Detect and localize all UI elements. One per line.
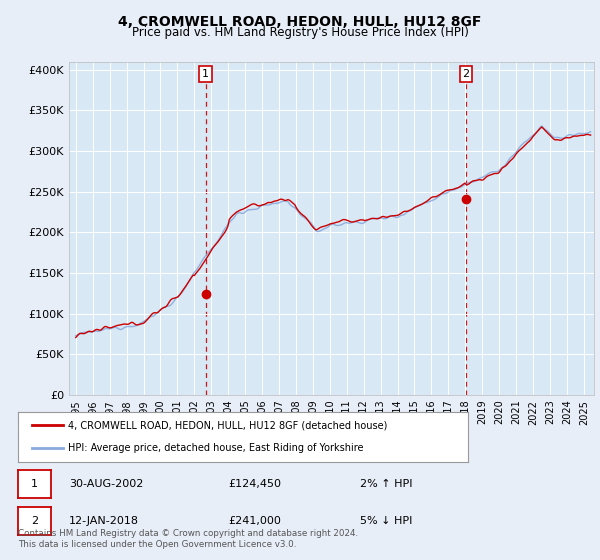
Text: Price paid vs. HM Land Registry's House Price Index (HPI): Price paid vs. HM Land Registry's House … (131, 26, 469, 39)
Text: 4, CROMWELL ROAD, HEDON, HULL, HU12 8GF: 4, CROMWELL ROAD, HEDON, HULL, HU12 8GF (118, 15, 482, 29)
Text: 2% ↑ HPI: 2% ↑ HPI (360, 479, 413, 489)
Text: £124,450: £124,450 (228, 479, 281, 489)
Text: 2: 2 (31, 516, 38, 526)
Text: Contains HM Land Registry data © Crown copyright and database right 2024.
This d: Contains HM Land Registry data © Crown c… (18, 529, 358, 549)
Text: 4, CROMWELL ROAD, HEDON, HULL, HU12 8GF (detached house): 4, CROMWELL ROAD, HEDON, HULL, HU12 8GF … (67, 420, 387, 430)
Text: HPI: Average price, detached house, East Riding of Yorkshire: HPI: Average price, detached house, East… (67, 444, 363, 454)
Text: 1: 1 (202, 69, 209, 79)
Text: £241,000: £241,000 (228, 516, 281, 526)
Text: 30-AUG-2002: 30-AUG-2002 (69, 479, 143, 489)
Text: 12-JAN-2018: 12-JAN-2018 (69, 516, 139, 526)
Text: 2: 2 (463, 69, 470, 79)
Text: 5% ↓ HPI: 5% ↓ HPI (360, 516, 412, 526)
Text: 1: 1 (31, 479, 38, 489)
